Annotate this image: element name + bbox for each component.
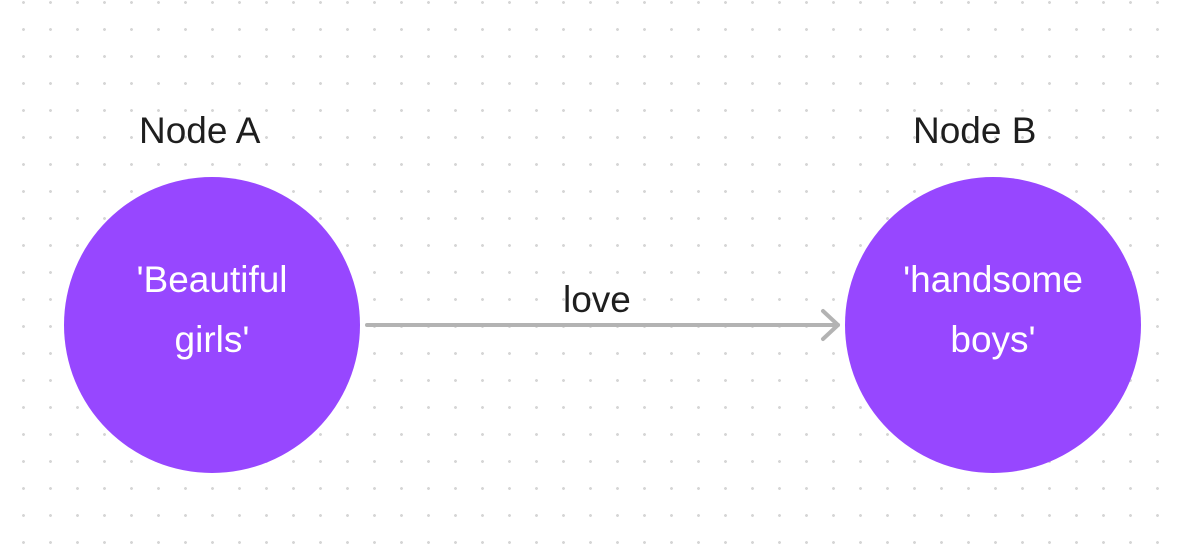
node-b-text: 'handsome boys' xyxy=(883,250,1103,370)
node-b-circle[interactable]: 'handsome boys' xyxy=(845,177,1141,473)
node-b-text-line-1: 'handsome xyxy=(903,259,1083,300)
arrowhead-icon xyxy=(821,309,840,341)
node-a-text: 'Beautiful girls' xyxy=(102,250,322,370)
node-b-text-line-2: boys' xyxy=(950,319,1036,360)
node-b-title: Node B xyxy=(913,110,1037,151)
node-a-text-line-1: 'Beautiful xyxy=(136,259,288,300)
node-a-title: Node A xyxy=(139,110,261,151)
node-a-circle[interactable]: 'Beautiful girls' xyxy=(64,177,360,473)
node-a-text-line-2: girls' xyxy=(174,319,250,360)
edge-label: love xyxy=(563,279,631,320)
